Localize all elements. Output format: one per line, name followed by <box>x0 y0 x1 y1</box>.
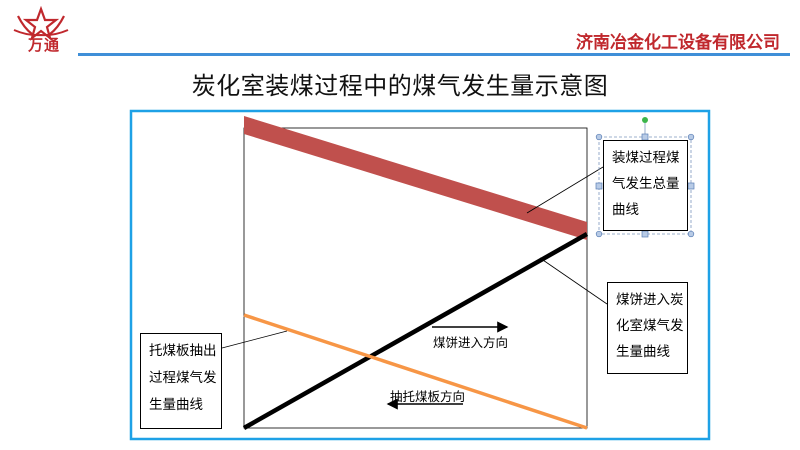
logo-text: 万通 <box>27 36 60 54</box>
plate-gas-curve <box>243 313 588 430</box>
callout-line: 气发生总量 <box>612 176 680 192</box>
coal-cake-gas-callout: 煤饼进入炭 化室煤气发 生量曲线 <box>607 282 688 374</box>
plate-direction-label: 抽托煤板方向 <box>390 389 466 404</box>
header-divider <box>78 53 790 56</box>
callout-line: 生量曲线 <box>616 344 670 360</box>
callout-line: 生量曲线 <box>149 397 203 413</box>
coal-cake-curve-leader <box>539 257 608 305</box>
coal-cake-gas-curve <box>242 232 589 430</box>
callout-line: 托煤板抽出 <box>149 343 217 359</box>
plate-gas-callout: 托煤板抽出 过程煤气发 生量曲线 <box>140 333 222 429</box>
plate-curve-leader <box>221 330 288 349</box>
page-title: 炭化室装煤过程中的煤气发生量示意图 <box>191 72 609 100</box>
selection-handles[interactable] <box>595 117 695 238</box>
callout-line: 化室煤气发 <box>616 318 684 334</box>
company-name: 济南冶金化工设备有限公司 <box>576 33 780 53</box>
diagram-frame <box>129 109 711 441</box>
company-logo <box>13 6 69 41</box>
callout-line: 煤饼进入炭 <box>616 292 684 308</box>
callout-line: 过程煤气发 <box>149 370 217 386</box>
total-gas-curve <box>244 116 587 240</box>
callout-line: 曲线 <box>612 202 639 218</box>
callout-line: 装煤过程煤 <box>612 150 680 166</box>
plot-area <box>243 127 588 429</box>
coal-cake-direction-label: 煤饼进入方向 <box>433 335 509 350</box>
total-curve-leader <box>526 166 604 214</box>
total-gas-callout[interactable]: 装煤过程煤 气发生总量 曲线 <box>603 140 688 231</box>
